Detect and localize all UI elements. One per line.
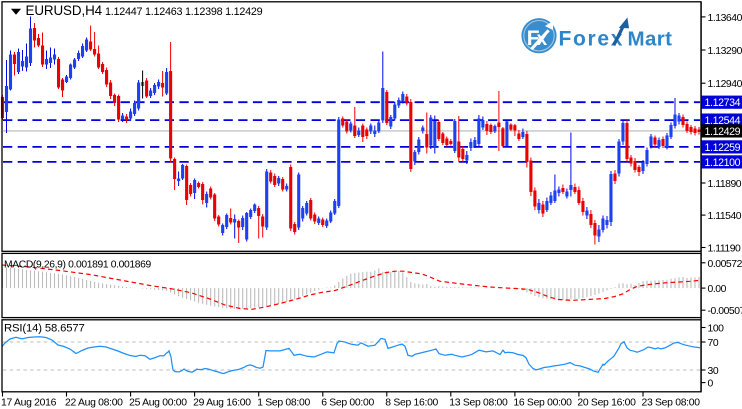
svg-text:1.12447 1.12463 1.12398 1.1242: 1.12447 1.12463 1.12398 1.12429 <box>105 6 263 18</box>
svg-text:29 Aug 16:00: 29 Aug 16:00 <box>193 398 251 409</box>
svg-text:1.12429: 1.12429 <box>705 126 741 138</box>
svg-text:EURUSD,H4: EURUSD,H4 <box>26 3 103 18</box>
svg-text:0.00: 0.00 <box>708 284 727 295</box>
svg-text:-0.005072: -0.005072 <box>708 306 742 317</box>
svg-text:23 Sep 08:00: 23 Sep 08:00 <box>642 398 701 409</box>
svg-text:1.13640: 1.13640 <box>708 13 742 24</box>
svg-text:17 Aug 2016: 17 Aug 2016 <box>1 398 57 409</box>
svg-text:0: 0 <box>708 379 714 390</box>
svg-text:0.00572: 0.00572 <box>708 259 742 270</box>
svg-text:1.11190: 1.11190 <box>708 244 742 255</box>
svg-text:6 Sep 00:00: 6 Sep 00:00 <box>321 398 374 409</box>
svg-text:1 Sep 08:00: 1 Sep 08:00 <box>257 398 310 409</box>
svg-text:20 Sep 16:00: 20 Sep 16:00 <box>577 398 636 409</box>
svg-text:1.12100: 1.12100 <box>705 157 741 169</box>
svg-text:1.12544: 1.12544 <box>705 115 741 127</box>
svg-text:1.12940: 1.12940 <box>708 79 742 90</box>
svg-text:1.11890: 1.11890 <box>708 179 742 190</box>
svg-text:22 Aug 08:00: 22 Aug 08:00 <box>65 398 123 409</box>
svg-text:13 Sep 08:00: 13 Sep 08:00 <box>449 398 508 409</box>
svg-text:1.12734: 1.12734 <box>705 97 741 109</box>
svg-text:8 Sep 16:00: 8 Sep 16:00 <box>385 398 438 409</box>
svg-text:1.12259: 1.12259 <box>705 142 741 154</box>
svg-text:25 Aug 00:00: 25 Aug 00:00 <box>129 398 187 409</box>
svg-text:Mart: Mart <box>628 28 673 51</box>
svg-text:Forex: Forex <box>559 28 625 51</box>
svg-text:70: 70 <box>708 338 719 349</box>
svg-text:RSI(14) 58.6577: RSI(14) 58.6577 <box>4 323 85 335</box>
svg-text:30: 30 <box>708 366 719 377</box>
svg-text:100: 100 <box>708 324 725 335</box>
svg-text:16 Sep 00:00: 16 Sep 00:00 <box>513 398 572 409</box>
svg-text:MACD(9,26,9) 0.001891 0.001869: MACD(9,26,9) 0.001891 0.001869 <box>4 260 152 271</box>
svg-text:1.13290: 1.13290 <box>708 46 742 57</box>
svg-text:1.11540: 1.11540 <box>708 211 742 222</box>
